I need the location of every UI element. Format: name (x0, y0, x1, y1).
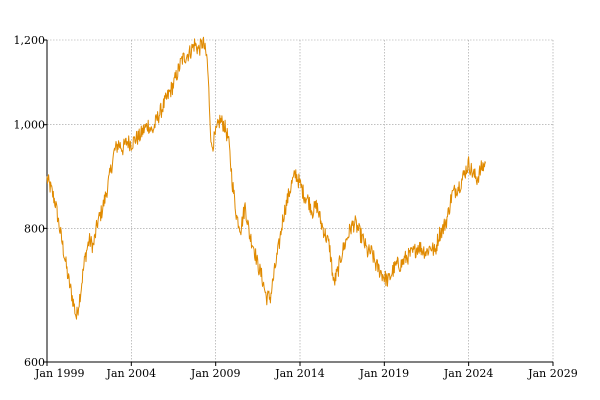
series-layer (46, 36, 486, 320)
tick-labels: 600 800 1,000 1,200 Jan 1999 Jan 2004 Jan 2009… (14, 34, 578, 380)
series-line (46, 36, 486, 320)
axes (43, 39, 554, 366)
x-tick-label: Jan 1999 (34, 367, 85, 380)
x-tick-label: Jan 2024 (443, 367, 494, 380)
y-tick-label: 600 (24, 356, 45, 369)
y-tick-label: 1,000 (14, 119, 46, 132)
x-tick-label: Jan 2009 (190, 367, 241, 380)
y-tick-label: 1,200 (14, 34, 46, 47)
x-tick-label: Jan 2004 (106, 367, 157, 380)
y-tick-label: 800 (24, 222, 45, 235)
x-tick-label: Jan 2029 (527, 367, 578, 380)
x-tick-label: Jan 2019 (359, 367, 410, 380)
grid (46, 39, 554, 363)
x-tick-label: Jan 2014 (274, 367, 325, 380)
